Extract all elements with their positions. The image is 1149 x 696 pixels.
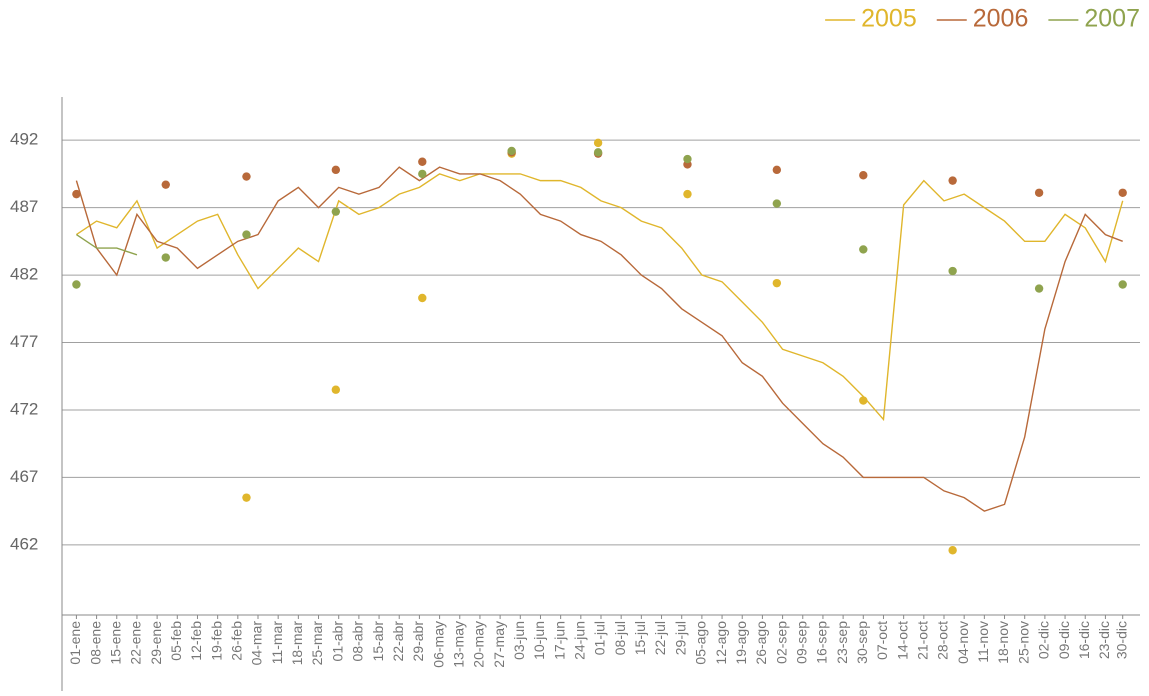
series-dot xyxy=(948,266,957,276)
x-tick-label: 29-ene xyxy=(148,621,164,665)
series-dot xyxy=(859,396,868,405)
x-tick-label: 05-feb xyxy=(168,621,184,661)
series-dot xyxy=(683,189,692,199)
series-dot xyxy=(1118,280,1127,289)
x-tick-label: 28-oct xyxy=(935,621,951,660)
x-tick-label: 26-ago xyxy=(753,621,769,665)
x-tick-label: 23-dic xyxy=(1096,621,1112,659)
series-dot xyxy=(331,385,341,394)
x-tick-label: 12-ago xyxy=(713,621,729,665)
x-tick-label: 08-ene xyxy=(87,621,103,665)
series-dot xyxy=(593,138,603,148)
x-tick-label: 16-sep xyxy=(814,621,830,664)
series-dot xyxy=(1034,284,1044,293)
x-tick-label: 13-may xyxy=(450,621,466,668)
x-tick-label: 01-ene xyxy=(67,621,83,665)
x-tick-label: 15-abr xyxy=(370,621,386,662)
series-dot xyxy=(331,207,341,216)
x-tick-label: 02-dic xyxy=(1036,621,1052,659)
series-dot xyxy=(161,253,170,262)
series-dot xyxy=(418,293,427,303)
x-tick-label: 09-sep xyxy=(793,621,809,664)
x-tick-label: 18-nov xyxy=(995,621,1011,664)
series-dot xyxy=(242,230,251,239)
x-tick-label: 19-feb xyxy=(208,621,224,661)
x-tick-label: 07-oct xyxy=(874,621,890,660)
x-tick-label: 12-feb xyxy=(188,621,204,661)
series-dot xyxy=(1118,188,1127,197)
x-tick-label: 01-abr xyxy=(329,621,345,662)
y-tick-label: 462 xyxy=(10,534,38,553)
series-dot xyxy=(593,148,603,157)
series-dot xyxy=(242,172,251,181)
series-line xyxy=(76,234,138,256)
series-dot xyxy=(772,165,782,175)
x-tick-label: 18-mar xyxy=(289,621,305,666)
x-tick-label: 25-nov xyxy=(1015,621,1031,664)
x-tick-label: 25-mar xyxy=(309,621,325,666)
series-dot xyxy=(948,176,957,185)
y-tick-label: 482 xyxy=(10,265,38,284)
series-dot xyxy=(683,154,692,164)
series-dot xyxy=(772,199,782,208)
x-tick-label: 11-mar xyxy=(269,621,285,665)
series-dot xyxy=(242,493,251,502)
x-tick-label: 23-sep xyxy=(834,621,850,664)
series-dot xyxy=(948,546,957,555)
y-tick-label: 467 xyxy=(10,467,38,486)
x-tick-label: 10-jun xyxy=(531,621,547,660)
x-tick-label: 05-ago xyxy=(693,621,709,665)
x-tick-label: 26-feb xyxy=(229,621,245,661)
x-tick-label: 19-ago xyxy=(733,621,749,665)
x-tick-label: 29-jul xyxy=(672,621,688,655)
x-tick-label: 15-jul xyxy=(632,621,648,655)
x-tick-label: 09-dic xyxy=(1056,621,1072,659)
x-tick-label: 14-oct xyxy=(894,621,910,660)
x-tick-label: 29-abr xyxy=(410,621,426,662)
x-tick-label: 08-abr xyxy=(350,621,366,662)
x-tick-label: 04-nov xyxy=(955,621,971,664)
x-tick-label: 16-dic xyxy=(1076,621,1092,659)
x-tick-label: 11-nov xyxy=(975,621,991,663)
y-tick-label: 477 xyxy=(10,332,38,351)
series-dot xyxy=(418,157,427,166)
legend-label: 2005 xyxy=(861,5,917,33)
x-tick-label: 22-ene xyxy=(128,621,144,665)
x-tick-label: 01-jul xyxy=(592,621,608,655)
x-tick-label: 30-sep xyxy=(854,621,870,664)
series-dot xyxy=(859,171,868,180)
series-dot xyxy=(418,169,427,179)
series-dot xyxy=(772,278,782,288)
x-tick-label: 15-ene xyxy=(107,621,123,665)
legend-label: 2006 xyxy=(973,5,1029,33)
series-dot xyxy=(1034,188,1044,197)
x-tick-label: 30-dic xyxy=(1113,621,1129,659)
x-tick-label: 06-may xyxy=(430,621,446,668)
x-tick-label: 04-mar xyxy=(249,621,265,666)
x-tick-label: 08-jul xyxy=(612,621,628,655)
series-dot xyxy=(161,180,170,189)
y-tick-label: 487 xyxy=(10,197,38,216)
x-tick-label: 03-jun xyxy=(511,621,527,660)
series-dot xyxy=(331,165,341,175)
x-tick-label: 20-may xyxy=(471,621,487,668)
series-line xyxy=(75,166,1123,512)
y-tick-label: 492 xyxy=(10,130,38,149)
series-dot xyxy=(507,146,516,156)
series-dot xyxy=(72,189,81,199)
x-tick-label: 17-jun xyxy=(551,621,567,660)
x-tick-label: 02-sep xyxy=(773,621,789,664)
legend-label: 2007 xyxy=(1084,5,1140,33)
y-tick-label: 472 xyxy=(10,399,38,418)
series-dot xyxy=(72,280,81,289)
series-line xyxy=(76,173,1124,422)
x-tick-label: 22-abr xyxy=(390,621,406,662)
x-tick-label: 21-oct xyxy=(915,621,931,660)
x-tick-label: 27-may xyxy=(491,621,507,668)
x-tick-label: 24-jun xyxy=(572,621,588,660)
series-dot xyxy=(859,245,868,254)
x-tick-label: 22-jul xyxy=(652,621,668,655)
